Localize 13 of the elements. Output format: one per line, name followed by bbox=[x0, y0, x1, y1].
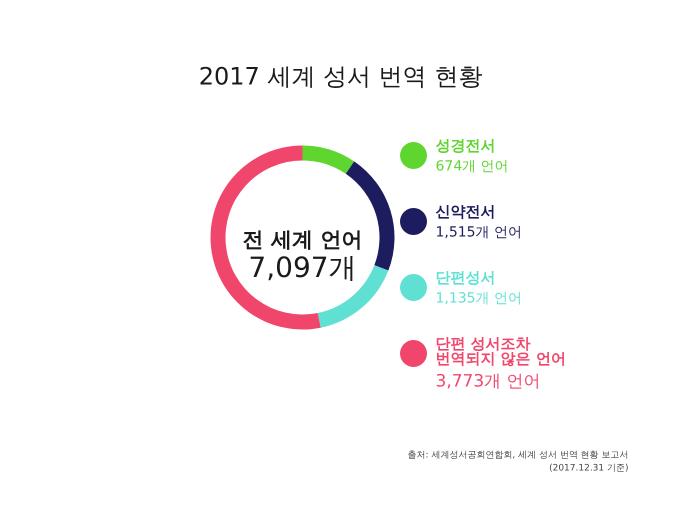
text: 전 세계 언어 bbox=[242, 228, 362, 252]
chart-title: 2017 세계 성서 번역 현황 bbox=[198, 62, 482, 90]
data-label: 1,515개 언어 bbox=[436, 224, 522, 240]
legend-label: 성경전서 bbox=[436, 136, 496, 154]
text: 7,097개 bbox=[248, 251, 357, 284]
legend-label: 단편성서 bbox=[436, 268, 496, 286]
data-label: 1,135개 언어 bbox=[436, 290, 522, 306]
legend-label: 단편 성서조차 번역되지 않은 언어 bbox=[436, 334, 566, 368]
data-label: 674개 언어 bbox=[436, 158, 509, 174]
data-label: 3,773개 언어 bbox=[436, 372, 541, 392]
text: (2017.12.31 기준) bbox=[549, 464, 629, 474]
legend-label: 신약전서 bbox=[436, 202, 496, 220]
source-note: 출처: 세계성서공회연합회, 세계 성서 번역 현황 보고서 bbox=[407, 450, 629, 460]
